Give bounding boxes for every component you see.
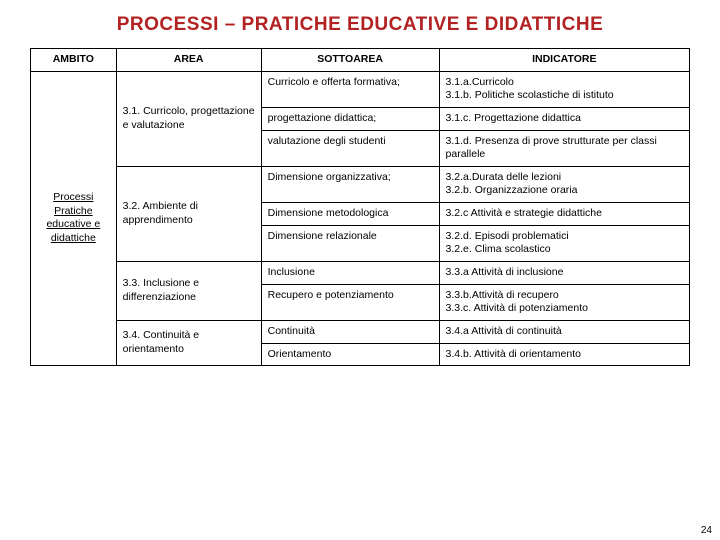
cell-sottoarea: Dimensione metodologica — [261, 203, 439, 226]
table-row: 3.2. Ambiente di apprendimento Dimension… — [31, 166, 690, 202]
cell-indicatore: 3.1.d. Presenza di prove strutturate per… — [439, 130, 689, 166]
cell-area-31: 3.1. Curricolo, progettazione e valutazi… — [116, 71, 261, 166]
header-sottoarea: SOTTOAREA — [261, 49, 439, 72]
cell-sottoarea: Dimensione organizzativa; — [261, 166, 439, 202]
cell-sottoarea: Dimensione relazionale — [261, 225, 439, 261]
cell-ambito: Processi Pratiche educative e didattiche — [31, 71, 117, 366]
page-title: PROCESSI – PRATICHE EDUCATIVE E DIDATTIC… — [30, 14, 690, 36]
table-row: 3.3. Inclusione e differenziazione Inclu… — [31, 262, 690, 285]
cell-sottoarea: valutazione degli studenti — [261, 130, 439, 166]
cell-area-32: 3.2. Ambiente di apprendimento — [116, 166, 261, 261]
page-number: 24 — [701, 525, 712, 536]
cell-sottoarea: Continuità — [261, 320, 439, 343]
main-table: AMBITO AREA SOTTOAREA INDICATORE Process… — [30, 48, 690, 366]
cell-indicatore: 3.2.c Attività e strategie didattiche — [439, 203, 689, 226]
cell-sottoarea: progettazione didattica; — [261, 107, 439, 130]
cell-sottoarea: Orientamento — [261, 343, 439, 366]
table-row: Processi Pratiche educative e didattiche… — [31, 71, 690, 107]
cell-area-34: 3.4. Continuità e orientamento — [116, 320, 261, 365]
header-indicatore: INDICATORE — [439, 49, 689, 72]
table-row: 3.4. Continuità e orientamento Continuit… — [31, 320, 690, 343]
table-header-row: AMBITO AREA SOTTOAREA INDICATORE — [31, 49, 690, 72]
header-area: AREA — [116, 49, 261, 72]
cell-indicatore: 3.4.a Attività di continuità — [439, 320, 689, 343]
cell-sottoarea: Recupero e potenziamento — [261, 284, 439, 320]
cell-indicatore: 3.4.b. Attività di orientamento — [439, 343, 689, 366]
cell-indicatore: 3.2.d. Episodi problematici3.2.e. Clima … — [439, 225, 689, 261]
header-ambito: AMBITO — [31, 49, 117, 72]
cell-sottoarea: Curricolo e offerta formativa; — [261, 71, 439, 107]
cell-indicatore: 3.3.a Attività di inclusione — [439, 262, 689, 285]
cell-sottoarea: Inclusione — [261, 262, 439, 285]
cell-indicatore: 3.2.a.Durata delle lezioni3.2.b. Organiz… — [439, 166, 689, 202]
cell-indicatore: 3.1.a.Curricolo3.1.b. Politiche scolasti… — [439, 71, 689, 107]
cell-area-33: 3.3. Inclusione e differenziazione — [116, 262, 261, 321]
cell-indicatore: 3.3.b.Attività di recupero3.3.c. Attivit… — [439, 284, 689, 320]
cell-indicatore: 3.1.c. Progettazione didattica — [439, 107, 689, 130]
